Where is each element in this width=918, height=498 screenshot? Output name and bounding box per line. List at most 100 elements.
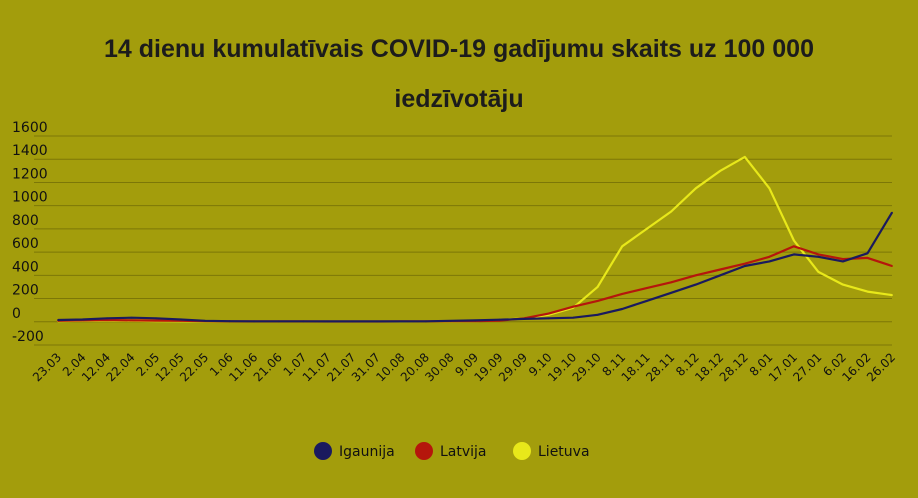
- series-lines: [57, 155, 893, 323]
- data-point: [645, 299, 648, 302]
- y-tick-label: 600: [12, 236, 39, 252]
- data-point: [891, 294, 893, 296]
- data-point: [792, 239, 795, 242]
- data-point: [891, 211, 893, 214]
- y-tick-label: 1600: [12, 120, 48, 136]
- y-tick-label: 1000: [12, 190, 48, 206]
- data-point: [743, 156, 746, 158]
- data-point: [253, 320, 256, 323]
- x-tick-label: 23.03: [30, 350, 64, 384]
- data-point: [792, 253, 795, 256]
- y-axis: 1600 1400 1200 1000 800 600 400 200 0 -200: [12, 120, 48, 345]
- data-point: [498, 318, 501, 321]
- data-point: [817, 253, 820, 256]
- data-point: [474, 319, 476, 322]
- legend-marker-igaunija: [314, 442, 332, 460]
- series-line-latvija: [57, 245, 893, 323]
- data-point: [81, 318, 84, 321]
- data-point: [719, 274, 722, 277]
- x-tick-label: 28.11: [643, 350, 677, 384]
- y-tick-label: -200: [12, 329, 44, 345]
- x-tick-label: 22.04: [104, 350, 138, 384]
- data-point: [449, 319, 452, 322]
- data-point: [768, 187, 771, 190]
- data-point: [792, 245, 795, 248]
- data-point: [572, 316, 575, 319]
- data-point: [326, 320, 329, 323]
- data-point: [842, 258, 844, 260]
- data-point: [106, 317, 108, 320]
- data-point: [842, 260, 844, 263]
- data-point: [130, 316, 133, 319]
- legend-marker-lietuva: [513, 442, 531, 460]
- data-point: [179, 318, 182, 321]
- legend-marker-latvija: [415, 442, 433, 460]
- data-point: [670, 281, 673, 284]
- data-point: [547, 312, 550, 315]
- data-point: [670, 291, 673, 294]
- x-tick-label: 27.01: [790, 350, 824, 384]
- legend-label-igaunija: Igaunija: [339, 444, 395, 460]
- data-point: [866, 290, 869, 293]
- legend-label-lietuva: Lietuva: [538, 444, 590, 460]
- data-point: [817, 255, 820, 258]
- data-point: [694, 274, 697, 277]
- chart-title-line-2: iedzīvotāju: [394, 85, 523, 113]
- y-tick-label: 200: [12, 283, 39, 299]
- data-point: [891, 265, 893, 267]
- data-point: [645, 287, 648, 290]
- data-point: [866, 257, 869, 259]
- data-point: [523, 317, 525, 320]
- data-point: [228, 320, 231, 323]
- y-tick-label: 800: [12, 213, 39, 229]
- x-tick-label: 26.02: [864, 350, 898, 384]
- data-point: [670, 210, 673, 213]
- x-tick-label: 21.06: [251, 350, 285, 384]
- data-point: [351, 320, 354, 323]
- data-point: [743, 265, 746, 267]
- data-point: [817, 270, 820, 273]
- data-point: [400, 320, 403, 323]
- data-point: [596, 299, 599, 302]
- data-point: [645, 227, 648, 230]
- data-point: [130, 319, 133, 322]
- data-point: [694, 187, 697, 190]
- data-point: [768, 255, 771, 258]
- data-point: [842, 283, 844, 286]
- data-point: [547, 317, 550, 320]
- x-tick-label: 28.12: [717, 350, 751, 384]
- x-tick-label: 29.09: [496, 350, 530, 384]
- y-tick-label: 400: [12, 259, 39, 275]
- grid: [34, 135, 892, 346]
- y-tick-label: 1400: [12, 143, 48, 159]
- data-point: [57, 319, 59, 321]
- y-tick-label: 1200: [12, 166, 48, 182]
- x-tick-label: 29.10: [570, 350, 604, 384]
- data-point: [719, 169, 722, 172]
- data-point: [694, 283, 697, 286]
- data-point: [719, 268, 722, 271]
- data-point: [302, 320, 305, 323]
- data-point: [375, 320, 378, 323]
- data-point: [155, 317, 158, 320]
- data-point: [572, 305, 575, 308]
- x-tick-label: 30.08: [422, 350, 456, 384]
- legend: Igaunija Latvija Lietuva: [314, 442, 590, 460]
- data-point: [866, 252, 869, 255]
- y-tick-label: 0: [12, 306, 21, 322]
- data-point: [621, 245, 624, 248]
- data-point: [621, 308, 624, 310]
- data-point: [596, 286, 599, 288]
- data-point: [621, 293, 624, 295]
- data-point: [596, 313, 599, 316]
- data-point: [743, 262, 746, 265]
- x-axis: 23.032.0412.0422.042.0512.0522.051.0611.…: [30, 350, 898, 384]
- x-tick-label: 22.05: [177, 350, 211, 384]
- data-point: [106, 319, 108, 321]
- data-point: [277, 320, 280, 323]
- legend-label-latvija: Latvija: [440, 444, 487, 460]
- chart-title-line-1: 14 dienu kumulatīvais COVID-19 gadījumu …: [104, 35, 814, 63]
- chart-title: 14 dienu kumulatīvais COVID-19 gadījumu …: [104, 35, 814, 113]
